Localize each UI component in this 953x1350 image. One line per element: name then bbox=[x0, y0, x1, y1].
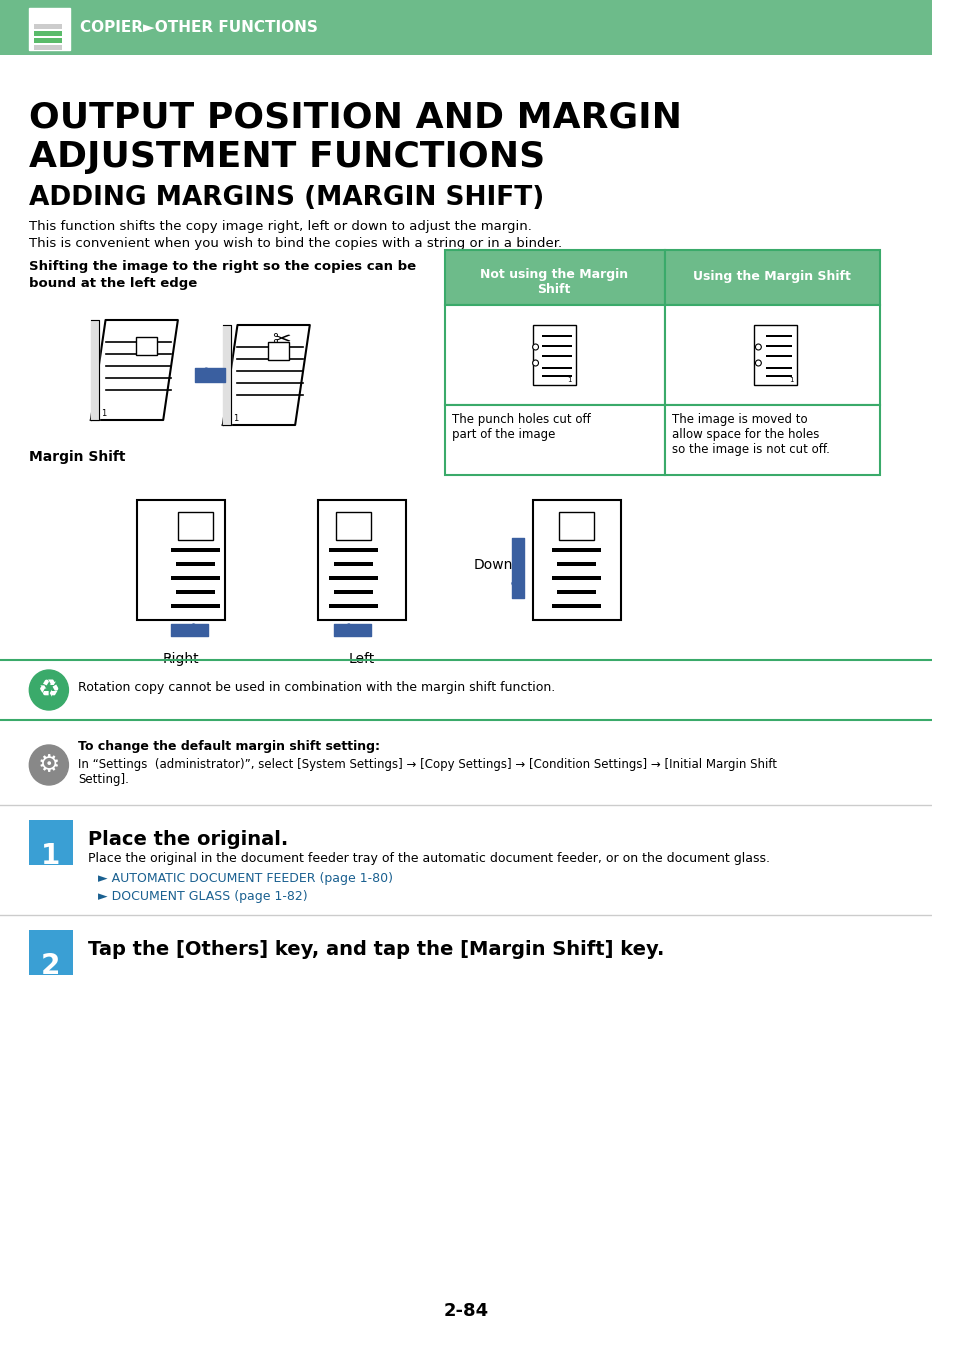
Text: To change the default margin shift setting:: To change the default margin shift setti… bbox=[78, 740, 380, 753]
Bar bbox=[664, 250, 879, 305]
Bar bbox=[542, 366, 571, 369]
Bar bbox=[552, 603, 600, 608]
Circle shape bbox=[532, 344, 537, 350]
Bar bbox=[136, 500, 225, 620]
Bar bbox=[765, 374, 791, 377]
Bar bbox=[136, 500, 152, 620]
Text: Right: Right bbox=[162, 652, 199, 666]
Text: This is convenient when you wish to bind the copies with a string or in a binder: This is convenient when you wish to bind… bbox=[30, 238, 562, 250]
Text: ► AUTOMATIC DOCUMENT FEEDER (page 1-80): ► AUTOMATIC DOCUMENT FEEDER (page 1-80) bbox=[97, 872, 393, 886]
Circle shape bbox=[755, 344, 760, 350]
Bar bbox=[542, 355, 571, 356]
Text: This function shifts the copy image right, left or down to adjust the margin.: This function shifts the copy image righ… bbox=[30, 220, 532, 234]
Circle shape bbox=[30, 670, 69, 710]
Bar bbox=[335, 512, 371, 540]
Bar bbox=[552, 576, 600, 580]
Bar bbox=[34, 31, 62, 36]
Text: In “Settings  (administrator)”, select [System Settings] → [Copy Settings] → [Co: In “Settings (administrator)”, select [S… bbox=[78, 757, 777, 786]
Bar bbox=[664, 305, 879, 405]
Bar bbox=[334, 590, 373, 594]
Text: OUTPUT POSITION AND MARGIN: OUTPUT POSITION AND MARGIN bbox=[30, 100, 681, 134]
Bar bbox=[171, 548, 219, 552]
Text: ADJUSTMENT FUNCTIONS: ADJUSTMENT FUNCTIONS bbox=[30, 140, 545, 174]
Bar bbox=[765, 335, 791, 338]
Text: 1: 1 bbox=[788, 377, 793, 383]
Bar bbox=[317, 500, 405, 620]
Text: Using the Margin Shift: Using the Margin Shift bbox=[693, 270, 850, 284]
Bar bbox=[532, 325, 575, 385]
Text: 1: 1 bbox=[233, 414, 237, 423]
Bar bbox=[557, 590, 596, 594]
Bar bbox=[329, 576, 377, 580]
Bar bbox=[0, 0, 931, 55]
Bar bbox=[765, 344, 791, 347]
Bar bbox=[391, 500, 405, 620]
Bar bbox=[444, 250, 664, 305]
Bar bbox=[268, 342, 289, 360]
Bar bbox=[557, 562, 596, 566]
Bar bbox=[30, 819, 73, 865]
Bar bbox=[542, 335, 571, 338]
Text: The image is moved to
allow space for the holes
so the image is not cut off.: The image is moved to allow space for th… bbox=[672, 413, 829, 456]
Bar bbox=[30, 8, 71, 50]
Text: The punch holes cut off
part of the image: The punch holes cut off part of the imag… bbox=[452, 413, 591, 441]
Bar bbox=[765, 366, 791, 369]
Text: Tap the [Others] key, and tap the [Margin Shift] key.: Tap the [Others] key, and tap the [Margi… bbox=[88, 940, 663, 958]
Bar bbox=[754, 325, 797, 385]
Text: 1: 1 bbox=[567, 377, 571, 383]
Bar bbox=[171, 576, 219, 580]
Text: ✂: ✂ bbox=[272, 329, 290, 350]
Text: Place the original in the document feeder tray of the automatic document feeder,: Place the original in the document feede… bbox=[88, 852, 769, 865]
Bar bbox=[542, 374, 571, 377]
Bar bbox=[135, 338, 157, 355]
Text: ADDING MARGINS (MARGIN SHIFT): ADDING MARGINS (MARGIN SHIFT) bbox=[30, 185, 544, 211]
Bar bbox=[444, 405, 664, 475]
Polygon shape bbox=[223, 325, 310, 425]
Bar bbox=[532, 500, 620, 518]
Polygon shape bbox=[91, 320, 177, 420]
Bar bbox=[444, 305, 664, 405]
Bar bbox=[175, 590, 214, 594]
Bar bbox=[329, 603, 377, 608]
Text: Place the original.: Place the original. bbox=[88, 830, 288, 849]
Bar bbox=[552, 548, 600, 552]
Text: Left: Left bbox=[348, 652, 375, 666]
Polygon shape bbox=[223, 325, 231, 425]
Bar bbox=[34, 38, 62, 43]
Bar bbox=[34, 24, 62, 28]
Text: Shifting the image to the right so the copies can be: Shifting the image to the right so the c… bbox=[30, 261, 416, 273]
Bar bbox=[34, 45, 62, 50]
Bar bbox=[175, 562, 214, 566]
Bar bbox=[171, 603, 219, 608]
Circle shape bbox=[755, 360, 760, 366]
Bar bbox=[329, 548, 377, 552]
Text: COPIER►OTHER FUNCTIONS: COPIER►OTHER FUNCTIONS bbox=[80, 20, 317, 35]
Text: Not using the Margin
Shift: Not using the Margin Shift bbox=[479, 269, 627, 296]
Bar bbox=[334, 562, 373, 566]
Text: ► DOCUMENT GLASS (page 1-82): ► DOCUMENT GLASS (page 1-82) bbox=[97, 890, 307, 903]
Text: 1: 1 bbox=[101, 409, 106, 418]
Polygon shape bbox=[91, 320, 98, 420]
Bar bbox=[532, 500, 620, 620]
Bar bbox=[177, 512, 213, 540]
Circle shape bbox=[532, 360, 537, 366]
Bar bbox=[30, 930, 73, 975]
Text: Down: Down bbox=[474, 558, 513, 572]
Text: 1: 1 bbox=[41, 842, 60, 869]
Text: 2: 2 bbox=[41, 952, 60, 980]
Bar bbox=[664, 405, 879, 475]
Text: 2-84: 2-84 bbox=[443, 1301, 488, 1320]
Bar bbox=[558, 512, 594, 540]
Bar bbox=[765, 355, 791, 356]
Bar bbox=[542, 344, 571, 347]
Text: Margin Shift: Margin Shift bbox=[30, 450, 126, 464]
Text: ⚙: ⚙ bbox=[37, 753, 60, 778]
Circle shape bbox=[30, 745, 69, 784]
Text: Rotation copy cannot be used in combination with the margin shift function.: Rotation copy cannot be used in combinat… bbox=[78, 680, 555, 694]
Text: ♻: ♻ bbox=[37, 678, 60, 702]
Text: bound at the left edge: bound at the left edge bbox=[30, 277, 197, 290]
